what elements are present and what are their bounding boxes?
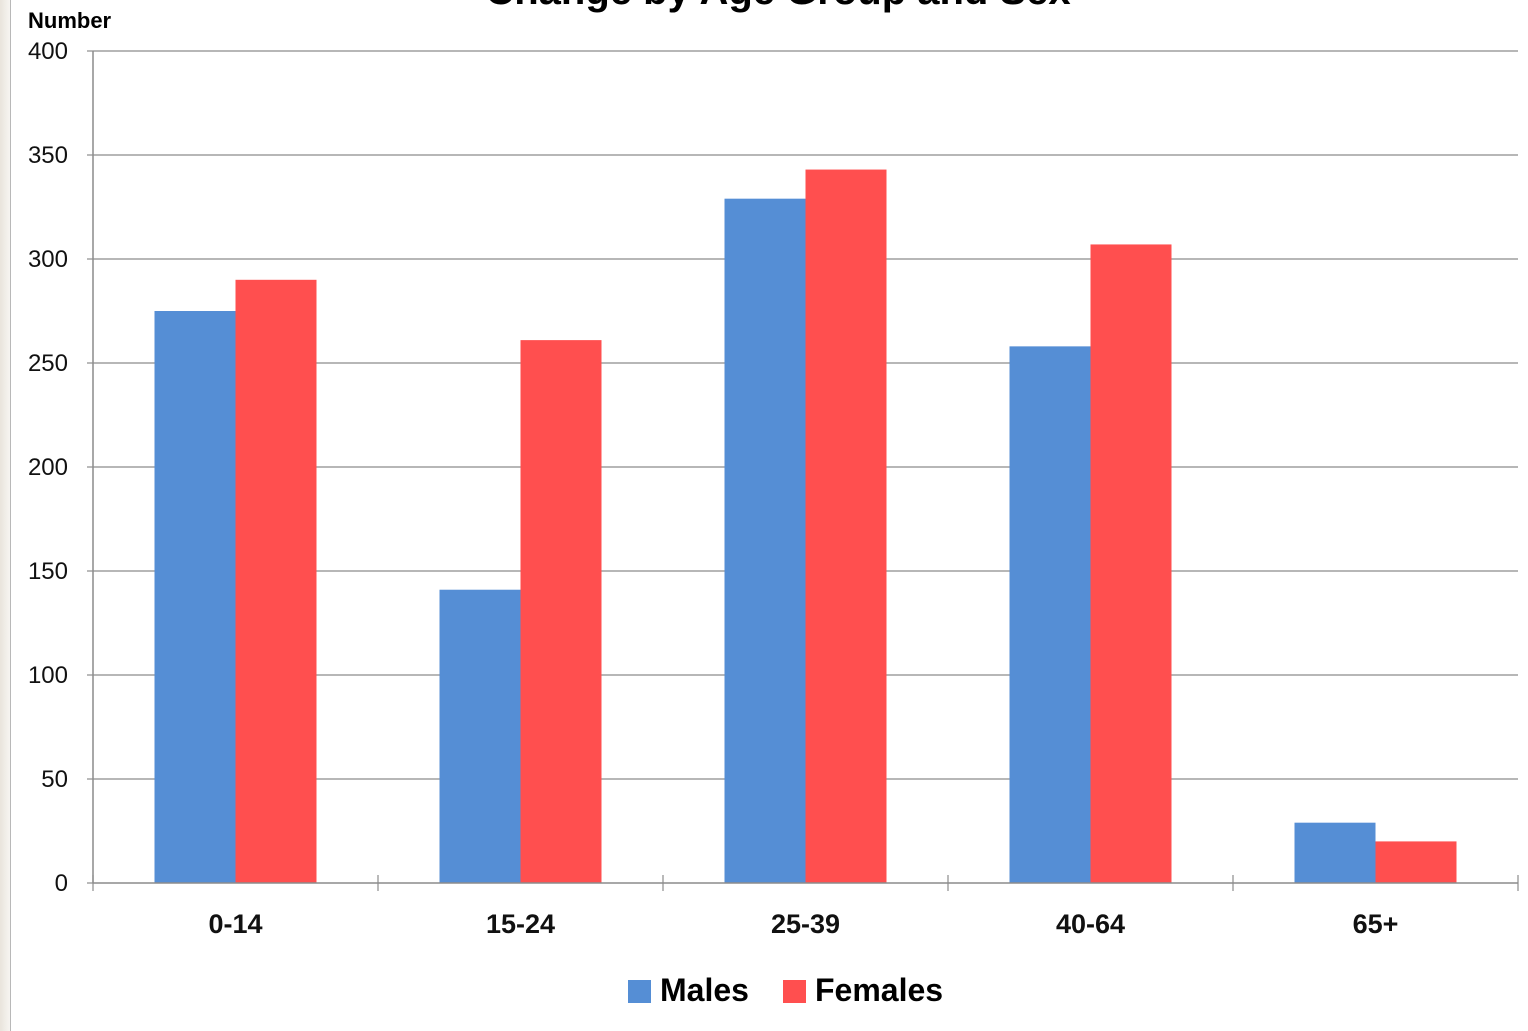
x-tick-label: 25-39 — [771, 909, 840, 939]
x-tick-label: 65+ — [1353, 909, 1399, 939]
y-tick-label: 100 — [28, 662, 68, 689]
bar-females-0-14 — [235, 279, 317, 883]
y-axis-label: Number — [28, 8, 112, 33]
bar-females-15-24 — [520, 340, 602, 883]
bar-females-40-64 — [1090, 244, 1172, 883]
y-tick-label: 300 — [28, 246, 68, 273]
x-tick-label: 40-64 — [1056, 909, 1125, 939]
y-tick-labels: 0 50 100 150 200 250 300 350 400 — [28, 38, 68, 897]
axes — [92, 51, 1519, 891]
bar-males-15-24 — [439, 589, 521, 883]
legend-swatch-females — [783, 980, 806, 1003]
y-tick-label: 350 — [28, 142, 68, 169]
legend-label-females: Females — [815, 972, 943, 1008]
y-tick-label: 150 — [28, 558, 68, 585]
bar-females-25-39 — [805, 169, 887, 883]
x-tick-labels: 0-14 15-24 25-39 40-64 65+ — [208, 909, 1398, 939]
legend-swatch-males — [628, 980, 651, 1003]
left-edge-decoration — [0, 0, 10, 1031]
bar-males-40-64 — [1009, 346, 1091, 883]
bar-males-25-39 — [724, 198, 806, 883]
bar-males-0-14 — [154, 311, 236, 883]
y-tick-label: 0 — [55, 870, 68, 897]
legend-label-males: Males — [660, 972, 749, 1008]
legend: Males Females — [628, 972, 943, 1008]
chart-title: Change by Age Group and Sex — [485, 0, 1070, 13]
bars — [154, 169, 1457, 883]
x-tick-label: 0-14 — [208, 909, 262, 939]
y-tick-label: 400 — [28, 38, 68, 65]
bar-females-65+ — [1375, 841, 1457, 883]
y-tick-label: 200 — [28, 454, 68, 481]
left-edge-border — [10, 0, 11, 1031]
y-tick-label: 50 — [41, 766, 68, 793]
y-tick-label: 250 — [28, 350, 68, 377]
bar-males-65+ — [1294, 822, 1376, 883]
x-tick-label: 15-24 — [486, 909, 555, 939]
